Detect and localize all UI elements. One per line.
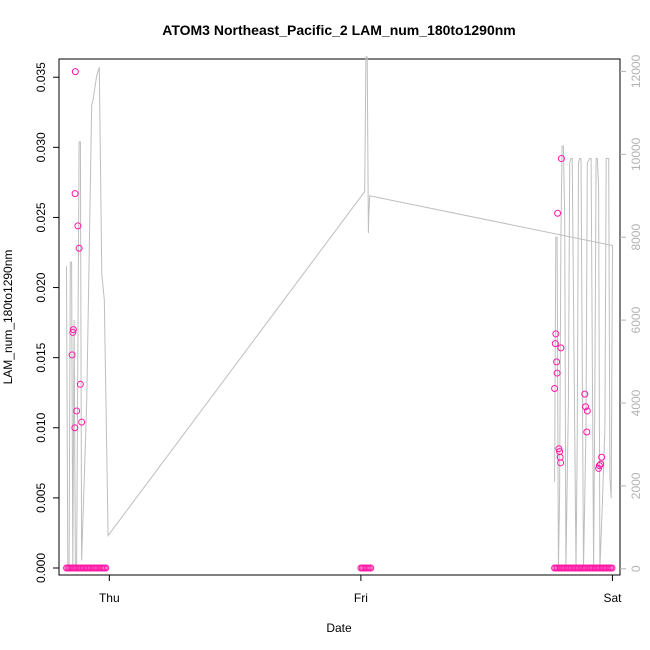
plot-area-border — [58, 58, 621, 576]
data-point — [71, 68, 79, 76]
data-point — [598, 453, 606, 461]
series-points — [63, 68, 616, 572]
data-point — [597, 460, 605, 468]
y-tick-label: 0.015 — [34, 342, 48, 372]
y-axis-right: 0 2000 4000 6000 8000 10000 12000 — [620, 54, 643, 572]
y-tick-label: 0.005 — [34, 483, 48, 513]
x-tick-label: Thu — [99, 591, 120, 605]
data-point — [102, 564, 110, 572]
y-tick-label: 0.000 — [34, 553, 48, 583]
data-point — [73, 407, 81, 415]
y2-tick-label: 8000 — [629, 224, 643, 251]
data-point — [75, 244, 83, 252]
y-tick-label: 0.025 — [34, 202, 48, 232]
y2-tick-label: 4000 — [629, 389, 643, 416]
data-point — [78, 418, 86, 426]
data-point — [555, 445, 563, 453]
data-point — [76, 380, 84, 388]
data-point — [68, 351, 76, 359]
data-point — [583, 407, 591, 415]
series-line-path — [66, 56, 613, 570]
data-point — [69, 326, 77, 334]
data-point — [69, 328, 77, 336]
y2-tick-label: 6000 — [629, 306, 643, 333]
x-tick-label: Sat — [603, 591, 622, 605]
data-point — [74, 222, 82, 230]
y2-tick-label: 2000 — [629, 472, 643, 499]
y-axis-label: LAM_num_180to1290nm — [1, 250, 15, 385]
chart-title: ATOM3 Northeast_Pacific_2 LAM_num_180to1… — [162, 22, 516, 38]
data-point — [554, 209, 562, 217]
y2-tick-label: 0 — [629, 565, 643, 572]
x-tick-label: Fri — [354, 591, 368, 605]
data-point — [551, 385, 559, 393]
data-point — [581, 390, 589, 398]
y-tick-label: 0.030 — [34, 132, 48, 162]
data-point — [595, 464, 603, 472]
data-point — [557, 344, 565, 352]
data-point — [583, 428, 591, 436]
y-tick-label: 0.035 — [34, 62, 48, 92]
data-point — [71, 190, 79, 198]
y2-tick-label: 12000 — [629, 54, 643, 88]
data-point — [595, 462, 603, 470]
x-axis-label: Date — [326, 621, 352, 635]
data-point — [557, 459, 565, 467]
data-point — [71, 424, 79, 432]
y-tick-label: 0.010 — [34, 412, 48, 442]
y2-tick-label: 10000 — [629, 137, 643, 171]
y-tick-label: 0.020 — [34, 272, 48, 302]
data-point — [552, 330, 560, 338]
x-axis: Thu Fri Sat — [99, 575, 622, 605]
data-point — [553, 369, 561, 377]
data-point — [367, 564, 375, 572]
y-axis-left: 0.000 0.005 0.010 0.015 0.020 0.025 0.030 0.035 — [34, 62, 59, 583]
data-point — [553, 358, 561, 366]
data-point — [557, 155, 565, 163]
series-line — [66, 56, 613, 570]
data-point — [582, 403, 590, 411]
data-point — [608, 564, 616, 572]
data-point — [551, 340, 559, 348]
